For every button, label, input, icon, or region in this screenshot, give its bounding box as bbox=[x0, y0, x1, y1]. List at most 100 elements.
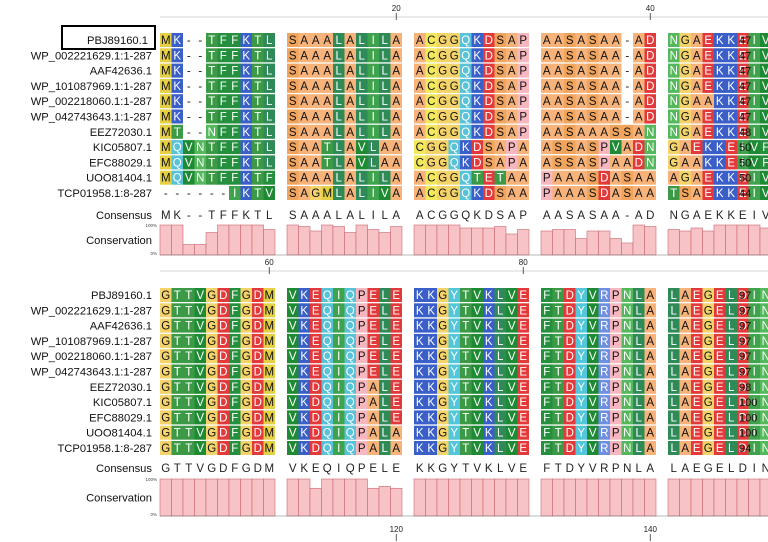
residue-letter: F bbox=[220, 112, 227, 124]
residue-letter: L bbox=[671, 321, 678, 333]
residue-cell bbox=[229, 395, 241, 410]
consensus-residue: E bbox=[392, 463, 400, 475]
residue-letter: A bbox=[693, 50, 701, 62]
residue-cell bbox=[437, 94, 449, 109]
residue-cell bbox=[321, 78, 333, 93]
residue-cell bbox=[598, 33, 610, 47]
residue-cell bbox=[367, 288, 379, 302]
residue-cell bbox=[748, 78, 760, 93]
residue-letter: D bbox=[219, 382, 227, 394]
conservation-bar bbox=[263, 229, 276, 256]
residue-letter: F bbox=[231, 35, 238, 47]
residue-cell bbox=[160, 140, 172, 155]
consensus-residue: Y bbox=[577, 463, 585, 475]
residue-cell bbox=[748, 94, 760, 109]
residue-letter: E bbox=[693, 412, 701, 424]
residue-cell bbox=[691, 33, 703, 47]
residue-letter: P bbox=[612, 367, 620, 379]
residue-cell bbox=[691, 410, 703, 425]
residue-letter: A bbox=[612, 66, 620, 78]
residue-cell bbox=[367, 379, 379, 394]
residue-letter: P bbox=[358, 428, 366, 440]
residue-cell bbox=[356, 364, 368, 379]
residue-letter: T bbox=[254, 50, 261, 62]
residue-letter: K bbox=[485, 382, 493, 394]
residue-cell bbox=[725, 364, 737, 379]
residue-cell bbox=[541, 288, 553, 302]
residue-cell bbox=[414, 333, 426, 348]
residue-cell bbox=[598, 349, 610, 364]
residue-cell bbox=[321, 303, 333, 318]
residue-cell bbox=[171, 303, 183, 318]
residue-cell bbox=[517, 170, 529, 185]
residue-letter: I bbox=[233, 188, 236, 200]
residue-cell bbox=[183, 170, 195, 185]
residue-letter: A bbox=[496, 157, 504, 169]
residue-letter: A bbox=[312, 35, 320, 47]
residue-cell bbox=[679, 288, 691, 302]
residue-cell bbox=[310, 364, 322, 379]
residue-letter: L bbox=[671, 290, 678, 302]
residue-cell bbox=[367, 170, 379, 185]
conservation-bar bbox=[286, 224, 299, 256]
residue-cell bbox=[217, 379, 229, 394]
residue-cell bbox=[310, 63, 322, 78]
residue-letter: L bbox=[671, 336, 678, 348]
residue-letter: I bbox=[753, 321, 756, 333]
consensus-residue: K bbox=[173, 210, 181, 222]
residue-cell bbox=[587, 109, 599, 124]
residue-letter: I bbox=[337, 367, 340, 379]
sequence-row: WP_002218060.1:1-287 M K - - T F F K T L S A A A L A L I L A… bbox=[31, 94, 768, 109]
residue-letter: L bbox=[728, 351, 735, 363]
residue-cell bbox=[621, 441, 633, 455]
sequence-row: PBJ89160.1 M K - - T F F K T L S A A A L A L I L A A C G G Q K D S A P… bbox=[61, 25, 768, 50]
residue-cell bbox=[379, 303, 391, 318]
residue-cell bbox=[668, 364, 680, 379]
residue-cell bbox=[252, 170, 264, 185]
residue-cell bbox=[171, 63, 183, 78]
residue-letter: P bbox=[519, 96, 527, 108]
residue-cell bbox=[206, 379, 218, 394]
residue-letter: G bbox=[704, 428, 713, 440]
residue-cell bbox=[517, 109, 529, 124]
consensus-residue: A bbox=[300, 210, 308, 222]
residue-cell bbox=[575, 333, 587, 348]
residue-cell bbox=[287, 425, 299, 440]
residue-cell bbox=[333, 318, 345, 333]
residue-cell bbox=[448, 63, 460, 78]
consensus-residue: A bbox=[554, 210, 562, 222]
residue-cell bbox=[633, 124, 645, 139]
residue-letter: A bbox=[300, 127, 308, 139]
residue-letter: K bbox=[716, 81, 724, 93]
residue-letter: T bbox=[462, 336, 469, 348]
residue-letter: Y bbox=[577, 336, 585, 348]
consensus-residue: A bbox=[508, 210, 516, 222]
residue-letter: A bbox=[323, 66, 331, 78]
residue-letter: A bbox=[646, 173, 654, 185]
residue-cell bbox=[575, 94, 587, 109]
residue-letter: K bbox=[427, 382, 435, 394]
residue-cell bbox=[587, 379, 599, 394]
residue-cell bbox=[160, 94, 172, 109]
residue-letter: K bbox=[462, 142, 470, 154]
residue-letter: A bbox=[369, 428, 377, 440]
residue-letter: L bbox=[336, 112, 343, 124]
residue-cell bbox=[506, 186, 518, 200]
residue-cell bbox=[575, 155, 587, 170]
residue-letter: A bbox=[346, 112, 354, 124]
residue-letter: V bbox=[473, 351, 481, 363]
residue-cell bbox=[229, 379, 241, 394]
residue-cell bbox=[414, 124, 426, 139]
residue-letter: L bbox=[728, 382, 735, 394]
residue-letter: L bbox=[497, 305, 504, 317]
residue-letter: T bbox=[185, 397, 192, 409]
residue-letter: T bbox=[208, 81, 215, 93]
residue-letter: D bbox=[254, 336, 262, 348]
residue-cell bbox=[437, 364, 449, 379]
consensus-residue: - bbox=[625, 210, 629, 222]
residue-letter: K bbox=[427, 397, 435, 409]
residue-cell bbox=[356, 170, 368, 185]
residue-cell bbox=[506, 410, 518, 425]
residue-cell bbox=[448, 364, 460, 379]
